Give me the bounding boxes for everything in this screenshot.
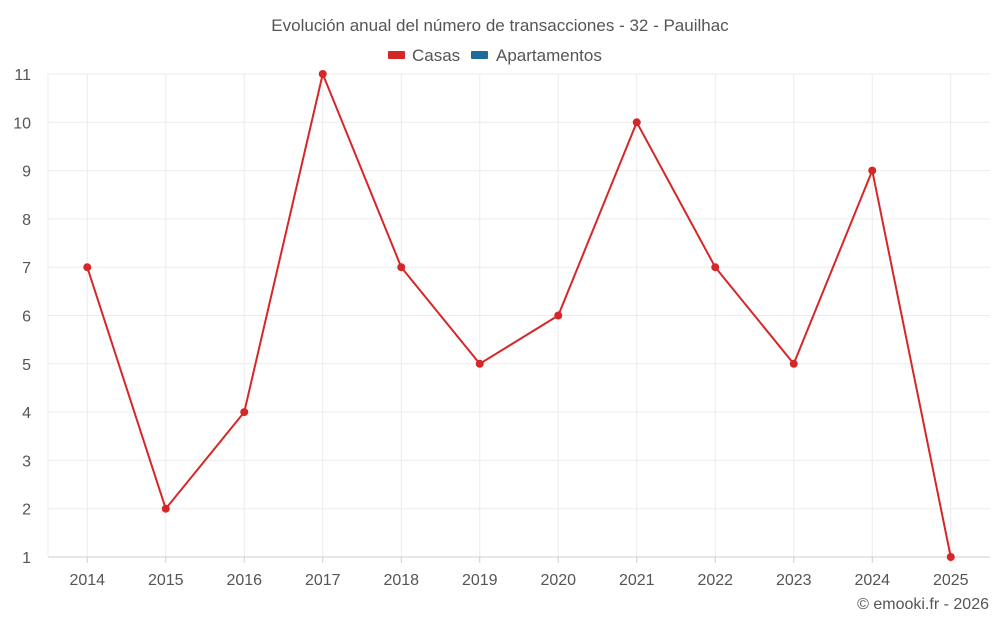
y-tick-label: 10 [13, 115, 31, 132]
y-tick-label: 1 [22, 550, 31, 567]
data-point-casas [632, 118, 641, 127]
legend-label-casas: Casas [412, 46, 460, 65]
axes: 1 2 3 4 5 6 7 8 9 10 11 2014 2015 2016 2017 2018 2019 202… [13, 67, 990, 589]
series [83, 70, 955, 561]
y-tick-label: 9 [22, 164, 31, 181]
series-line-casas [86, 73, 952, 558]
y-tick-label: 4 [22, 405, 31, 422]
y-tick-label: 2 [22, 502, 31, 519]
data-point-casas [868, 166, 877, 175]
chart-title: Evolución anual del número de transaccio… [271, 16, 729, 35]
x-tick-label: 2023 [776, 572, 812, 589]
data-point-casas [397, 263, 406, 272]
data-point-casas [475, 359, 484, 368]
x-tick-label: 2017 [305, 572, 341, 589]
data-point-casas [318, 70, 327, 78]
y-tick-label: 7 [22, 260, 31, 277]
x-tick-label: 2021 [619, 572, 655, 589]
data-point-casas [554, 311, 563, 320]
legend-swatch-casas [388, 51, 405, 59]
data-point-casas [161, 504, 170, 513]
x-tick-label: 2018 [383, 572, 419, 589]
x-tick-label: 2016 [226, 572, 262, 589]
x-tick-label: 2020 [540, 572, 576, 589]
y-tick-label: 3 [22, 453, 31, 470]
y-tick-label: 5 [22, 357, 31, 374]
y-tick-label: 6 [22, 309, 31, 326]
x-tick-label: 2024 [854, 572, 890, 589]
data-point-casas [711, 263, 720, 272]
legend-swatch-apartamentos [471, 51, 488, 59]
legend: Casas Apartamentos [388, 46, 602, 65]
data-point-casas [83, 263, 92, 272]
legend-item-casas[interactable]: Casas [388, 46, 460, 65]
y-tick-label: 8 [22, 212, 31, 229]
legend-item-apartamentos[interactable]: Apartamentos [471, 46, 602, 65]
data-point-casas [240, 408, 249, 417]
x-tick-label: 2022 [697, 572, 733, 589]
y-tick-label: 11 [14, 67, 31, 84]
x-tick-label: 2015 [148, 572, 184, 589]
grid [47, 73, 990, 557]
x-tick-label: 2019 [462, 572, 498, 589]
x-tick-label: 2014 [69, 572, 105, 589]
x-tick-label: 2025 [933, 572, 969, 589]
data-point-casas [789, 359, 798, 368]
legend-label-apartamentos: Apartamentos [496, 46, 602, 65]
credit-text: © emooki.fr - 2026 [857, 596, 989, 613]
data-point-casas [946, 553, 955, 561]
